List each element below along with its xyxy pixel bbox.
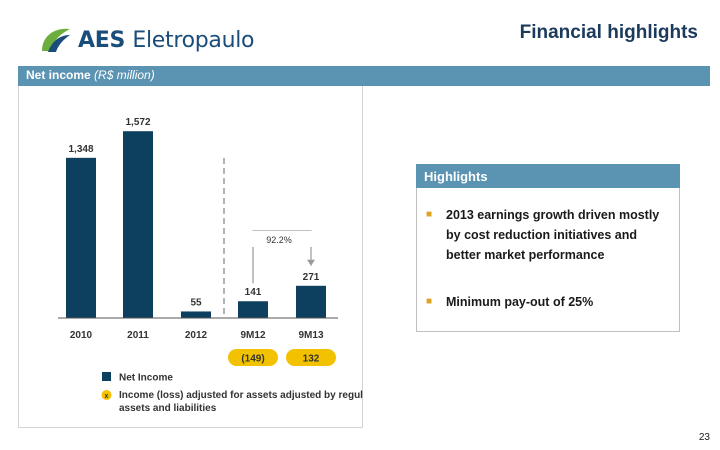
bar-value-label: 141 xyxy=(245,287,262,298)
bar-value-label: 1,572 xyxy=(125,117,150,128)
net-income-chart: 1,348 2010 1,572 2011 55 2012 141 9M12 271 9M13 92… xyxy=(58,117,363,414)
bar-9M13 xyxy=(296,285,326,318)
company-logo: AES Eletropaulo xyxy=(38,20,255,60)
bar-value-label: 1,348 xyxy=(68,144,93,155)
highlight-item-1: ■ 2013 earnings growth driven mostly by … xyxy=(426,205,668,265)
section-banner: Net income (R$ million) xyxy=(18,66,710,86)
legend-label-adjusted-line2: assets and liabilities xyxy=(119,403,217,414)
category-label: 2011 xyxy=(127,330,149,341)
page-number: 23 xyxy=(698,432,710,443)
logo-text: AES Eletropaulo xyxy=(78,27,255,53)
highlight-text-1: 2013 earnings growth driven mostly by co… xyxy=(446,208,660,262)
adjusted-badge-9M13 xyxy=(286,349,336,366)
page-title: Financial highlights xyxy=(519,22,698,43)
banner-label: Net income (R$ million) xyxy=(26,68,155,82)
bar-9M12 xyxy=(238,301,268,318)
legend-marker-adjusted xyxy=(101,390,112,400)
legend-label-net-income: Net Income xyxy=(119,373,173,384)
bar-value-label: 55 xyxy=(190,297,202,308)
highlight-item-2: ■ Minimum pay-out of 25% xyxy=(426,292,668,312)
adjusted-value-label: 132 xyxy=(303,354,320,365)
adjusted-value-label: (149) xyxy=(241,354,264,365)
category-label: 9M12 xyxy=(240,330,265,341)
adjusted-badge-9M12 xyxy=(228,349,278,366)
bar-2011 xyxy=(123,131,153,318)
bar-2010 xyxy=(66,157,96,318)
growth-annotation: 92.2% xyxy=(266,235,292,245)
arrow-head-icon xyxy=(307,259,315,266)
legend-marker-net-income xyxy=(102,372,111,381)
bullet-icon: ■ xyxy=(426,209,433,220)
growth-label-bg xyxy=(250,231,312,247)
category-label: 2012 xyxy=(185,330,208,341)
category-label: 9M13 xyxy=(298,330,323,341)
highlights-header: Highlights xyxy=(416,164,680,188)
bar-value-label: 271 xyxy=(303,272,320,283)
category-label: 2010 xyxy=(70,330,93,341)
bullet-icon: ■ xyxy=(426,296,433,307)
bar-2012 xyxy=(181,311,211,318)
legend-marker-glyph: x xyxy=(105,393,109,400)
highlight-text-2: Minimum pay-out of 25% xyxy=(446,295,594,309)
aes-leaf-icon xyxy=(42,28,70,52)
legend-label-adjusted-line1: Income (loss) adjusted for assets adjust… xyxy=(119,390,363,401)
chart-panel xyxy=(18,86,363,428)
highlights-title: Highlights xyxy=(424,169,488,184)
